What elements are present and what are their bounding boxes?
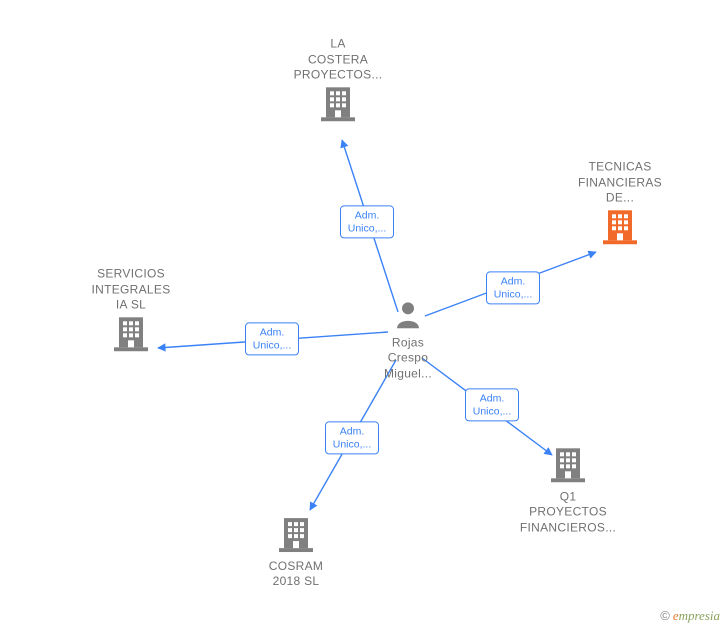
center-person-node[interactable]: RojasCrespoMiguel... bbox=[348, 298, 468, 381]
node-label: COSRAM2018 SL bbox=[236, 559, 356, 590]
company-node-la_costera[interactable]: LACOSTERAPROYECTOS... bbox=[278, 36, 398, 127]
company-node-cosram[interactable]: COSRAM2018 SL bbox=[236, 514, 356, 590]
credit-rest: mpresia bbox=[679, 608, 720, 623]
building-icon bbox=[551, 446, 585, 487]
building-icon bbox=[603, 208, 637, 249]
company-node-q1[interactable]: Q1PROYECTOSFINANCIEROS... bbox=[508, 444, 628, 535]
edge-label[interactable]: Adm.Unico,... bbox=[245, 322, 299, 355]
edge-label[interactable]: Adm.Unico,... bbox=[325, 421, 379, 454]
node-label: LACOSTERAPROYECTOS... bbox=[278, 36, 398, 83]
company-node-servicios[interactable]: SERVICIOSINTEGRALESIA SL bbox=[71, 266, 191, 357]
edge-label[interactable]: Adm.Unico,... bbox=[465, 388, 519, 421]
node-label: RojasCrespoMiguel... bbox=[348, 335, 468, 382]
company-node-tecnicas[interactable]: TECNICASFINANCIERASDE... bbox=[560, 159, 680, 250]
copyright-icon: © bbox=[660, 608, 670, 623]
credit: ©empresia bbox=[660, 608, 720, 624]
edge-label[interactable]: Adm.Unico,... bbox=[486, 271, 540, 304]
node-label: SERVICIOSINTEGRALESIA SL bbox=[71, 266, 191, 313]
edge-label[interactable]: Adm.Unico,... bbox=[340, 205, 394, 238]
building-icon bbox=[321, 85, 355, 126]
network-canvas: RojasCrespoMiguel... LACOSTERAPROYECTOS..… bbox=[0, 0, 728, 630]
building-icon bbox=[114, 315, 148, 356]
node-label: Q1PROYECTOSFINANCIEROS... bbox=[508, 489, 628, 536]
building-icon bbox=[279, 516, 313, 557]
node-label: TECNICASFINANCIERASDE... bbox=[560, 159, 680, 206]
person-icon bbox=[395, 300, 421, 333]
